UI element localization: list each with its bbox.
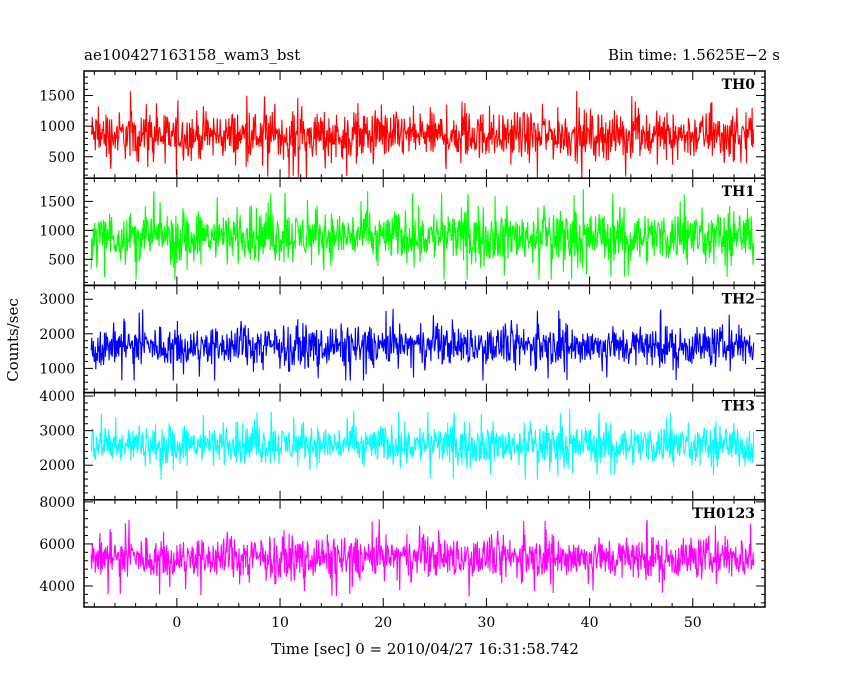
band-label-th0123: TH0123 <box>692 506 755 522</box>
panel-frame <box>83 284 766 394</box>
x-tick-label: 40 <box>581 615 599 631</box>
band-label-th1: TH1 <box>722 184 755 200</box>
y-tick-label: 3000 <box>39 424 75 440</box>
band-label-th3: TH3 <box>722 399 755 415</box>
series-line-th0123 <box>90 519 755 597</box>
y-tick-label: 4000 <box>39 579 75 595</box>
y-axis-label: Counts/sec <box>4 298 22 382</box>
series-line-th1 <box>90 189 755 280</box>
y-tick-label: 1000 <box>39 223 75 239</box>
y-tick-label: 1000 <box>39 361 75 377</box>
band-label-th0: TH0 <box>722 77 756 93</box>
y-tick-label: 1500 <box>39 89 75 105</box>
panel-th3: 2000 3000 4000 TH3 <box>39 389 766 501</box>
bin-time-label: Bin time: 1.5625E−2 s <box>608 46 780 64</box>
panels: 500 1000 1500 TH0 500 1000 1500 TH1 1000 2000 3000… <box>39 70 766 608</box>
y-tick-label: 8000 <box>39 495 75 511</box>
y-tick-label: 3000 <box>39 292 75 308</box>
x-tick-label: 10 <box>271 615 289 631</box>
y-tick-label: 500 <box>48 252 75 268</box>
y-tick-label: 1000 <box>39 119 75 135</box>
y-tick-label: 1500 <box>39 194 75 210</box>
x-tick-labels: 0 10 20 30 40 50 <box>172 615 701 631</box>
band-label-th2: TH2 <box>722 291 755 307</box>
panel-th2: 1000 2000 3000 TH2 <box>39 284 766 394</box>
x-tick-label: 30 <box>477 615 495 631</box>
x-axis-label: Time [sec] 0 = 2010/04/27 16:31:58.742 <box>271 640 579 658</box>
x-tick-label: 0 <box>172 615 181 631</box>
panel-th0123: 4000 6000 8000 TH0123 <box>39 495 766 608</box>
x-tick-label: 20 <box>374 615 392 631</box>
plot-title: ae100427163158_wam3_bst <box>84 46 300 64</box>
y-tick-label: 2000 <box>39 327 75 343</box>
y-tick-label: 2000 <box>39 458 75 474</box>
series-line-th3 <box>90 408 755 480</box>
y-tick-label: 500 <box>48 150 75 166</box>
panel-th1: 500 1000 1500 TH1 <box>39 177 766 287</box>
series-line-th0 <box>90 90 755 179</box>
panel-th0: 500 1000 1500 TH0 <box>39 70 766 179</box>
x-tick-label: 50 <box>684 615 702 631</box>
y-tick-label: 6000 <box>39 537 75 553</box>
series-line-th2 <box>90 308 755 381</box>
y-tick-label: 4000 <box>39 389 75 405</box>
